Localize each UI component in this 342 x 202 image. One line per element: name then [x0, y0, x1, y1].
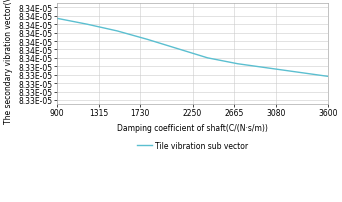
X-axis label: Damping coefficient of shaft(C/(N·s/m)): Damping coefficient of shaft(C/(N·s/m))	[117, 123, 268, 132]
Tile vibration sub vector	[326, 76, 330, 78]
Tile vibration sub vector	[55, 18, 59, 20]
Tile vibration sub vector	[175, 48, 180, 50]
Tile vibration sub vector	[85, 24, 89, 26]
Legend: Tile vibration sub vector: Tile vibration sub vector	[134, 138, 251, 153]
Line: Tile vibration sub vector: Tile vibration sub vector	[57, 19, 328, 77]
Tile vibration sub vector	[266, 67, 270, 70]
Y-axis label: The secondary vibration vector(Vm): The secondary vibration vector(Vm)	[4, 0, 13, 123]
Tile vibration sub vector	[145, 39, 149, 41]
Tile vibration sub vector	[115, 31, 119, 33]
Tile vibration sub vector	[236, 63, 240, 66]
Tile vibration sub vector	[296, 72, 300, 74]
Tile vibration sub vector	[206, 57, 210, 60]
